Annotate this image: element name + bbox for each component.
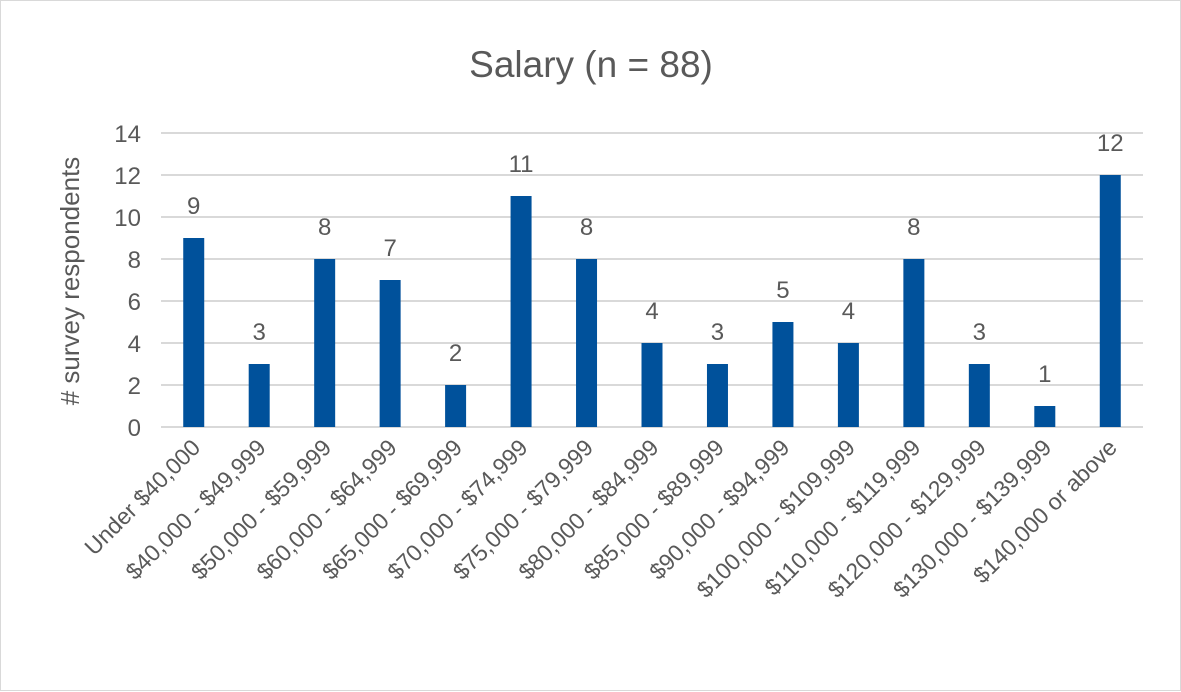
- data-label: 4: [645, 298, 658, 325]
- data-label: 4: [842, 298, 855, 325]
- y-tick-label: 14: [114, 121, 141, 148]
- data-label: 8: [318, 214, 331, 241]
- bar: [445, 385, 467, 427]
- chart-title: Salary (n = 88): [469, 44, 713, 85]
- data-label: 11: [509, 151, 534, 178]
- y-tick-label: 10: [114, 205, 141, 232]
- data-label: 5: [776, 277, 789, 304]
- y-axis-label: # survey respondents: [55, 157, 85, 406]
- bar: [314, 259, 336, 427]
- data-label: 2: [449, 340, 462, 367]
- bar: [772, 322, 794, 427]
- bar: [1099, 175, 1121, 427]
- bar: [968, 364, 990, 427]
- data-label: 12: [1097, 130, 1124, 157]
- y-tick-label: 6: [128, 289, 141, 316]
- data-label: 8: [580, 214, 593, 241]
- bar: [576, 259, 598, 427]
- bar: [248, 364, 270, 427]
- data-label: 3: [711, 319, 724, 346]
- y-tick-label: 12: [114, 163, 141, 190]
- bar: [903, 259, 925, 427]
- y-tick-label: 4: [128, 331, 141, 358]
- bar: [510, 196, 532, 427]
- y-tick-label: 2: [128, 373, 141, 400]
- bar: [837, 343, 859, 427]
- data-label: 8: [907, 214, 920, 241]
- y-tick-label: 8: [128, 247, 141, 274]
- data-label: 1: [1038, 361, 1051, 388]
- bar: [379, 280, 401, 427]
- bar: [183, 238, 205, 427]
- y-tick-label: 0: [128, 415, 141, 442]
- bar: [641, 343, 663, 427]
- data-label: 3: [253, 319, 266, 346]
- data-label: 3: [973, 319, 986, 346]
- bar: [1034, 406, 1056, 427]
- x-tick-label: Under $40,000: [79, 434, 205, 560]
- data-label: 7: [383, 235, 396, 262]
- data-label: 9: [187, 193, 200, 220]
- bar: [706, 364, 728, 427]
